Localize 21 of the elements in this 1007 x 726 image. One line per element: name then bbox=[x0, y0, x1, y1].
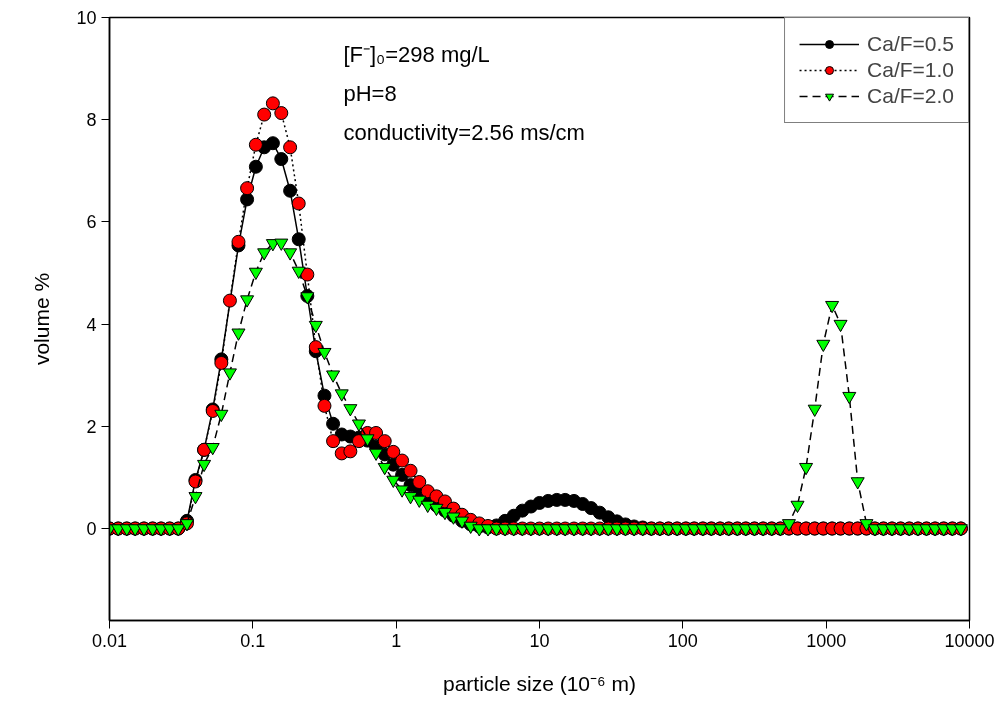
x-tick-label: 100 bbox=[667, 630, 698, 651]
x-tick-label: 0.1 bbox=[240, 630, 266, 651]
annotation: pH=8 bbox=[343, 80, 397, 106]
x-tick-label: 0.01 bbox=[91, 630, 128, 651]
x-tick-label: 1 bbox=[391, 630, 402, 651]
x-tick-label: 10 bbox=[529, 630, 550, 651]
y-tick-label: 10 bbox=[76, 8, 97, 28]
legend-label: Ca/F=1.0 bbox=[867, 58, 954, 82]
y-tick-label: 0 bbox=[86, 519, 97, 540]
y-axis-title: volume % bbox=[30, 272, 54, 366]
x-axis-title: particle size (10⁻⁶ m) bbox=[442, 671, 637, 695]
annotation: conductivity=2.56 ms/cm bbox=[343, 120, 585, 146]
legend-label: Ca/F=2.0 bbox=[867, 84, 954, 108]
legend-label: Ca/F=0.5 bbox=[867, 32, 954, 56]
x-tick-label: 10000 bbox=[944, 630, 995, 651]
annotation: [F⁻]₀=298 mg/L bbox=[343, 41, 490, 67]
y-tick-label: 4 bbox=[86, 314, 97, 335]
y-tick-label: 8 bbox=[86, 110, 97, 131]
x-tick-label: 1000 bbox=[806, 630, 847, 651]
y-tick-label: 2 bbox=[86, 416, 97, 437]
y-tick-label: 6 bbox=[86, 212, 97, 233]
